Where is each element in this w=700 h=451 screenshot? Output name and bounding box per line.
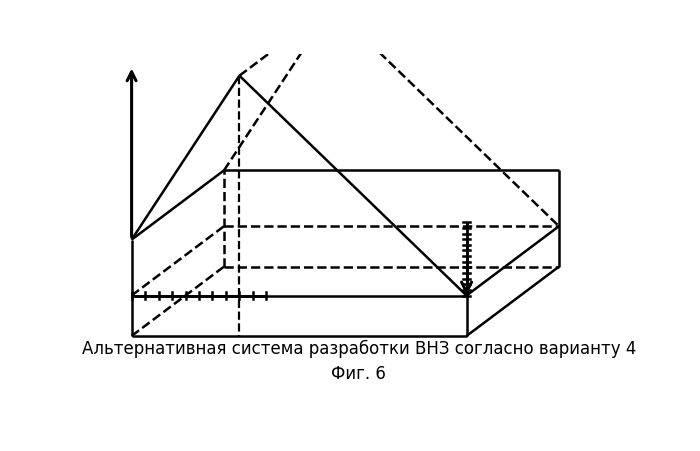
Text: Альтернативная система разработки ВНЗ согласно варианту 4: Альтернативная система разработки ВНЗ со…: [82, 340, 636, 358]
Text: Фиг. 6: Фиг. 6: [331, 365, 386, 383]
